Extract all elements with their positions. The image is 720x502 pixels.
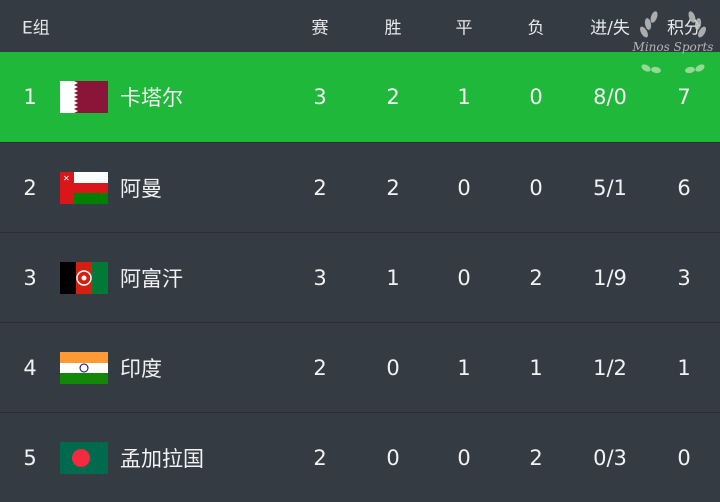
drawn-value: 0 bbox=[457, 175, 471, 200]
rank: 2 bbox=[23, 175, 37, 200]
lost-value: 0 bbox=[529, 175, 543, 200]
goals-value: 8/0 bbox=[593, 85, 627, 109]
goals-value: 1/2 bbox=[593, 355, 627, 380]
points-value: 0 bbox=[677, 445, 691, 470]
col-points: 积分 bbox=[667, 18, 701, 39]
table-row[interactable]: 3 阿富汗 3 1 0 2 1/9 3 bbox=[0, 232, 720, 322]
played-value: 2 bbox=[313, 445, 327, 470]
rank: 1 bbox=[23, 85, 37, 109]
col-lost: 负 bbox=[527, 18, 545, 39]
india-flag-icon bbox=[60, 351, 108, 384]
won-value: 0 bbox=[386, 445, 400, 470]
team-name[interactable]: 阿曼 bbox=[120, 176, 162, 201]
goals-value: 5/1 bbox=[593, 175, 627, 200]
lost-value: 2 bbox=[529, 265, 543, 290]
afghanistan-flag-icon bbox=[60, 261, 108, 294]
table-row[interactable]: 1 卡塔尔 3 2 1 0 8/0 7 bbox=[0, 52, 720, 142]
oman-flag-icon: ✕ bbox=[60, 171, 108, 204]
points-value: 3 bbox=[677, 265, 691, 290]
team-name[interactable]: 印度 bbox=[120, 356, 162, 381]
played-value: 3 bbox=[313, 85, 327, 109]
drawn-value: 1 bbox=[457, 85, 471, 109]
lost-value: 1 bbox=[529, 355, 543, 380]
played-value: 2 bbox=[313, 175, 327, 200]
points-value: 7 bbox=[677, 85, 691, 109]
rank: 4 bbox=[23, 355, 37, 380]
won-value: 0 bbox=[386, 355, 400, 380]
lost-value: 2 bbox=[529, 445, 543, 470]
group-title: E组 bbox=[22, 18, 50, 39]
drawn-value: 0 bbox=[457, 445, 471, 470]
points-value: 1 bbox=[677, 355, 691, 380]
svg-text:✕: ✕ bbox=[63, 174, 70, 183]
team-name[interactable]: 阿富汗 bbox=[120, 266, 183, 291]
col-goals: 进/失 bbox=[590, 18, 630, 39]
col-won: 胜 bbox=[384, 18, 402, 39]
team-name[interactable]: 卡塔尔 bbox=[120, 86, 183, 110]
won-value: 1 bbox=[386, 265, 400, 290]
goals-value: 0/3 bbox=[593, 445, 627, 470]
table-row[interactable]: 5 孟加拉国 2 0 0 2 0/3 0 bbox=[0, 412, 720, 502]
team-name[interactable]: 孟加拉国 bbox=[120, 446, 204, 471]
bangladesh-flag-icon bbox=[60, 441, 108, 474]
drawn-value: 0 bbox=[457, 265, 471, 290]
drawn-value: 1 bbox=[457, 355, 471, 380]
played-value: 3 bbox=[313, 265, 327, 290]
table-row[interactable]: 4 印度 2 0 1 1 1/2 1 bbox=[0, 322, 720, 412]
table-header: E组 赛 胜 平 负 进/失 积分 bbox=[0, 0, 720, 52]
col-played: 赛 bbox=[311, 18, 329, 39]
col-drawn: 平 bbox=[455, 18, 473, 39]
points-value: 6 bbox=[677, 175, 691, 200]
won-value: 2 bbox=[386, 85, 400, 109]
rank: 5 bbox=[23, 445, 37, 470]
table-row[interactable]: 2 ✕ 阿曼 2 2 0 0 5/1 6 bbox=[0, 142, 720, 232]
lost-value: 0 bbox=[529, 85, 543, 109]
goals-value: 1/9 bbox=[593, 265, 627, 290]
won-value: 2 bbox=[386, 175, 400, 200]
qatar-flag-icon bbox=[60, 81, 108, 113]
played-value: 2 bbox=[313, 355, 327, 380]
rank: 3 bbox=[23, 265, 37, 290]
